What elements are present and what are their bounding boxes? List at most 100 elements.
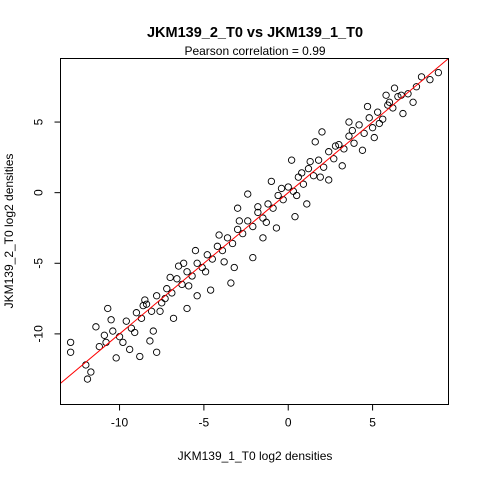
data-point	[314, 156, 323, 164]
plot-frame	[60, 58, 449, 405]
data-point	[220, 258, 228, 266]
data-point	[417, 73, 426, 81]
data-point	[203, 251, 211, 259]
data-point	[227, 279, 235, 287]
data-point	[320, 163, 328, 171]
plot-area: -10 -5 0 5 -10 -5 0 5	[32, 58, 449, 430]
data-point	[244, 190, 252, 198]
y-tick-label: 5	[32, 118, 46, 125]
data-point	[303, 200, 311, 208]
data-point	[173, 275, 181, 283]
data-point	[191, 246, 200, 255]
data-point	[132, 309, 141, 317]
data-point	[360, 129, 368, 137]
data-point	[264, 200, 272, 208]
data-point	[287, 156, 296, 164]
x-tick-label: 5	[369, 416, 376, 430]
y-tick-label: -10	[32, 325, 46, 343]
y-axis-label: JKM139_2_T0 log2 densities	[2, 154, 16, 309]
data-point	[147, 307, 156, 315]
data-point	[107, 316, 115, 324]
data-point	[249, 222, 257, 231]
data-point	[375, 119, 383, 128]
data-point	[368, 124, 377, 132]
data-marks	[60, 58, 449, 384]
data-point	[215, 231, 223, 239]
data-point	[325, 176, 333, 184]
data-point	[179, 259, 188, 267]
data-point	[316, 173, 324, 181]
data-point	[309, 172, 318, 180]
data-point	[139, 301, 147, 310]
data-point	[338, 162, 346, 170]
data-point	[254, 203, 262, 211]
data-point	[66, 348, 75, 356]
data-point	[166, 273, 174, 282]
data-point	[390, 84, 399, 92]
data-point	[142, 300, 151, 308]
data-point	[235, 217, 243, 225]
data-point	[254, 208, 262, 217]
data-point	[119, 338, 127, 347]
x-tick-label: -10	[111, 416, 129, 430]
data-point	[399, 109, 407, 118]
data-point	[267, 177, 276, 186]
data-point	[213, 242, 222, 250]
data-point	[193, 259, 201, 267]
x-axis-label: JKM139_1_T0 log2 densities	[178, 449, 333, 463]
data-point	[87, 368, 95, 376]
data-point	[298, 169, 306, 177]
data-point	[122, 317, 130, 325]
data-point	[169, 314, 178, 323]
data-point	[284, 183, 292, 191]
data-point	[272, 224, 281, 232]
data-point	[244, 217, 252, 225]
chart-subtitle: Pearson correlation = 0.99	[184, 44, 325, 58]
fit-line	[60, 58, 449, 384]
data-point	[274, 191, 282, 200]
data-point	[365, 114, 373, 122]
chart-title: JKM139_2_T0 vs JKM139_1_T0	[147, 25, 363, 41]
data-point	[183, 304, 191, 313]
data-point	[304, 165, 313, 173]
data-point	[291, 213, 299, 221]
y-tick-label: 0	[32, 189, 46, 196]
data-point	[104, 304, 112, 313]
data-point	[126, 345, 134, 354]
data-point	[206, 286, 215, 294]
y-tick-label: -5	[32, 258, 46, 269]
data-point	[345, 118, 353, 126]
data-point	[163, 285, 171, 293]
data-point	[318, 128, 326, 136]
x-tick-label: -5	[199, 416, 210, 430]
data-point	[112, 354, 120, 362]
data-point	[183, 268, 191, 276]
data-point	[379, 115, 387, 123]
data-point	[373, 108, 382, 116]
data-point	[294, 173, 303, 181]
data-point	[348, 126, 356, 135]
data-point	[370, 133, 378, 142]
data-point	[249, 253, 257, 262]
data-point	[345, 132, 353, 140]
data-point	[153, 292, 161, 300]
data-point	[230, 263, 238, 272]
data-point	[394, 92, 402, 101]
data-point	[358, 146, 367, 154]
x-tick-label: 0	[285, 416, 292, 430]
data-point	[426, 76, 434, 84]
data-point	[311, 138, 319, 146]
data-point	[185, 282, 193, 290]
data-point	[233, 204, 242, 212]
data-point	[136, 352, 144, 361]
data-point	[293, 191, 301, 200]
data-point	[363, 102, 372, 111]
data-point	[100, 331, 109, 339]
data-point	[299, 180, 308, 188]
data-point	[156, 307, 164, 315]
data-point	[350, 139, 358, 147]
data-point	[109, 327, 117, 335]
data-point	[223, 234, 232, 242]
